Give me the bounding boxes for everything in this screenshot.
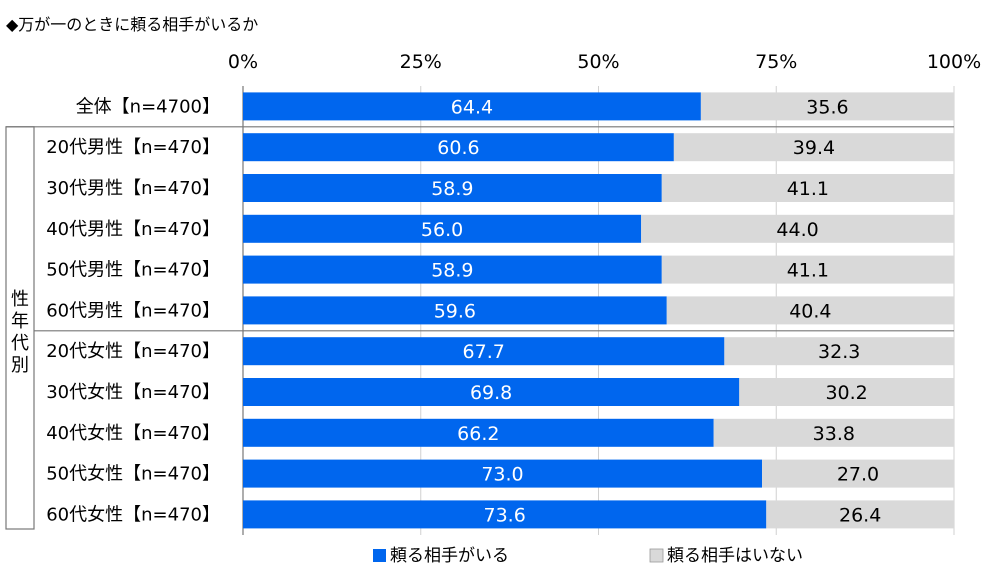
legend-label: 頼る相手がいる [390, 546, 509, 566]
legend: 頼る相手がいる 頼る相手はいない [373, 546, 803, 566]
data-label: 39.4 [793, 137, 835, 159]
x-tick-label: 75% [755, 51, 797, 73]
category-label: 60代女性【n=470】 [46, 504, 220, 525]
bar-no-one [641, 214, 954, 243]
bar-no-one [661, 174, 954, 202]
data-label: 59.6 [434, 300, 476, 322]
bar-has-someone [243, 378, 740, 406]
data-label: 30.2 [825, 382, 867, 404]
data-label: 27.0 [837, 464, 879, 486]
bar-no-one [739, 378, 954, 406]
bar-has-someone [243, 255, 662, 284]
category-label: 40代女性【n=470】 [46, 423, 220, 444]
bar-no-one [661, 255, 954, 284]
bar-has-someone [243, 174, 662, 202]
data-label: 40.4 [789, 300, 831, 322]
legend-swatch [373, 549, 386, 562]
data-label: 33.8 [813, 423, 855, 445]
x-axis-ticks: 0% 25% 50% 75% 100% [228, 51, 981, 73]
group-label-char: 年 [11, 311, 29, 332]
data-label: 32.3 [818, 341, 860, 363]
category-labels: 全体【n=4700】 20代男性【n=470】 30代男性【n=470】 40代男性【… [46, 96, 220, 525]
data-label: 44.0 [776, 219, 818, 241]
bar-has-someone [243, 133, 674, 162]
data-label: 69.8 [470, 382, 512, 404]
x-tick-label: 50% [577, 51, 619, 73]
data-label: 64.4 [451, 96, 493, 118]
category-label: 30代男性【n=470】 [46, 178, 220, 199]
bar-no-one [762, 459, 954, 488]
bar-no-one [713, 418, 954, 447]
category-label: 50代男性【n=470】 [46, 260, 220, 281]
bar-no-one [766, 500, 954, 529]
data-label: 58.9 [431, 178, 473, 200]
category-label: 20代女性【n=470】 [46, 341, 220, 362]
data-label: 35.6 [806, 96, 848, 118]
group-label-char: 性 [11, 289, 29, 310]
legend-label: 頼る相手はいない [667, 546, 803, 566]
category-label: 全体【n=4700】 [76, 96, 220, 117]
category-label: 60代男性【n=470】 [46, 300, 220, 321]
legend-swatch [649, 548, 664, 563]
bar-has-someone [243, 92, 701, 121]
category-label: 40代男性【n=470】 [46, 219, 220, 240]
data-label: 73.0 [481, 464, 523, 486]
bar-no-one [666, 296, 954, 325]
bar-has-someone [243, 459, 763, 488]
data-label: 56.0 [421, 219, 463, 241]
data-label: 41.1 [787, 178, 829, 200]
data-label: 58.9 [431, 260, 473, 282]
bar-has-someone [243, 500, 767, 529]
bar-has-someone [243, 296, 667, 325]
data-label: 60.6 [437, 137, 479, 159]
data-labels: 64.4 35.6 60.6 39.4 58.9 41.1 56.0 44.0 58.9 41.1… [421, 96, 881, 526]
bar-has-someone [243, 418, 714, 447]
category-label: 50代女性【n=470】 [46, 464, 220, 485]
group-box [5, 126, 35, 530]
group-label-char: 別 [11, 355, 29, 376]
data-label: 41.1 [787, 260, 829, 282]
data-label: 66.2 [457, 423, 499, 445]
x-tick-label: 25% [400, 51, 442, 73]
x-tick-label: 100% [927, 51, 981, 73]
group-label-char: 代 [11, 333, 29, 354]
data-label: 73.6 [483, 504, 525, 526]
bar-no-one [724, 337, 954, 366]
data-label: 67.7 [463, 341, 505, 363]
bar-no-one [673, 133, 954, 162]
x-tick-label: 0% [228, 51, 258, 73]
data-label: 26.4 [839, 504, 881, 526]
bars [243, 92, 954, 529]
category-label: 30代女性【n=470】 [46, 382, 220, 403]
bar-has-someone [243, 214, 642, 243]
bar-no-one [700, 92, 954, 121]
chart-title: ◆万が一のときに頼る相手がいるか [6, 15, 258, 34]
bar-has-someone [243, 337, 725, 366]
category-label: 20代男性【n=470】 [46, 137, 220, 158]
